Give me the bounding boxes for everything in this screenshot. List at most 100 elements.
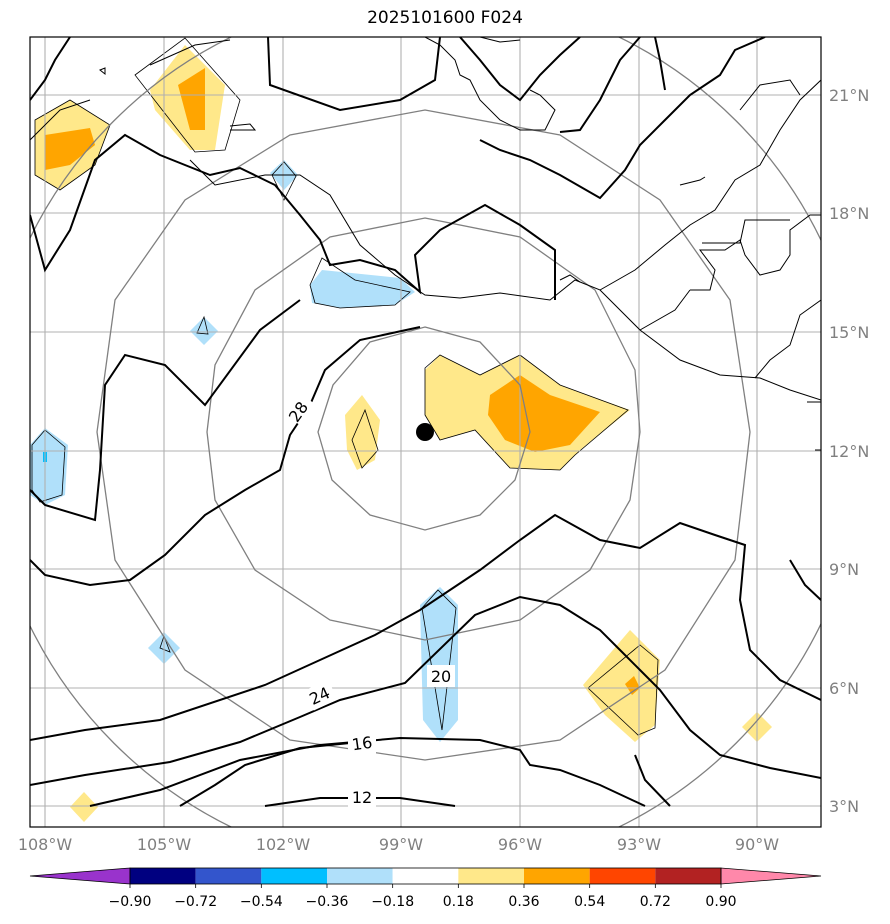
colorbar-tick-label: −0.54 (240, 894, 283, 910)
colorbar-tick-label: −0.36 (306, 894, 349, 910)
coastline (99, 67, 106, 76)
positive-anomaly-region (625, 676, 640, 695)
colorbar-extend-high (720, 867, 822, 885)
colorbar: −0.90 −0.72 −0.54 −0.36 −0.18 0.18 0.36 0.54 0.7… (29, 867, 822, 910)
isoline (559, 37, 641, 133)
contour-labels: 28 24 20 16 12 (283, 392, 455, 808)
colorbar-frame (129, 867, 722, 885)
colorbar-tick-label: 0.54 (574, 894, 605, 910)
plot-frame (29, 36, 822, 828)
longitude-label: 102°W (256, 835, 311, 854)
colorbar-segment (261, 868, 327, 884)
positive-anomaly-region (70, 792, 98, 822)
colorbar-tick-label: 0.18 (443, 894, 474, 910)
range-rings (30, 37, 821, 827)
isoline (30, 595, 821, 786)
colorbar-segment (327, 868, 393, 884)
coastline (189, 79, 821, 301)
colorbar-tick-label: −0.18 (371, 894, 414, 910)
contour-label: 16 (351, 733, 374, 755)
negative-anomaly-region (30, 428, 68, 505)
coastline (229, 123, 257, 131)
colorbar-segment (130, 868, 196, 884)
range-ring (317, 326, 531, 531)
country-border (690, 214, 821, 291)
country-border (679, 176, 706, 186)
isoline (654, 37, 666, 91)
positive-anomaly-region (45, 128, 95, 170)
isoline (789, 559, 821, 601)
coastline (479, 37, 521, 43)
isoline (89, 736, 646, 807)
longitude-label: 105°W (137, 835, 192, 854)
contour-label: 12 (352, 788, 372, 807)
latitude-axis: 3°N 6°N 9°N 12°N 15°N 18°N 21°N (829, 86, 869, 816)
positive-anomaly-region (345, 395, 380, 470)
coastline (739, 79, 801, 111)
coastline (149, 39, 231, 66)
longitude-label: 108°W (18, 835, 73, 854)
anomaly-outlines (31, 37, 659, 736)
colorbar-segment (392, 868, 459, 884)
positive-anomaly-region (583, 630, 660, 742)
colorbar-tick-label: −0.90 (109, 894, 152, 910)
isoline (30, 326, 421, 587)
latitude-label: 21°N (829, 86, 869, 105)
map-title: 2025101600 F024 (367, 8, 523, 28)
anomaly-outline (421, 589, 457, 731)
colorbar-segment (195, 868, 262, 884)
anomaly-outline (134, 37, 241, 153)
latitude-label: 12°N (829, 442, 869, 461)
longitude-axis: 108°W 105°W 102°W 99°W 96°W 93°W 90°W (18, 835, 779, 854)
negative-anomaly-region (420, 587, 458, 742)
graticule (30, 37, 821, 827)
isoline (30, 299, 301, 522)
isoline (30, 133, 556, 300)
anomaly-outline (587, 644, 659, 736)
longitude-label: 96°W (498, 835, 542, 854)
colorbar-tick-label: 0.90 (705, 894, 736, 910)
anomaly-outline (424, 354, 629, 471)
coastlines (30, 37, 821, 451)
colorbar-segment (458, 868, 524, 884)
negative-anomaly-region (310, 270, 415, 308)
coastline (599, 289, 821, 401)
map-plot-area: 28 24 20 16 12 (30, 37, 821, 827)
anomaly-outline (309, 257, 411, 309)
coastline (30, 99, 91, 141)
latitude-label: 15°N (829, 323, 869, 342)
latitude-label: 9°N (829, 560, 859, 579)
colorbar-tick-label: 0.36 (508, 894, 539, 910)
coastline (559, 274, 581, 283)
colorbar-segment (655, 868, 721, 884)
latitude-label: 3°N (829, 797, 859, 816)
negative-anomaly-region (190, 317, 218, 345)
colorbar-segment (589, 868, 656, 884)
anomaly-outline (196, 315, 209, 335)
anomaly-outline (159, 634, 171, 653)
colorbar-segment (524, 868, 590, 884)
anomaly-outline (351, 408, 379, 469)
isoline (459, 37, 581, 102)
contour-label: 20 (431, 667, 451, 686)
isolines (30, 37, 821, 807)
range-ring (206, 217, 641, 641)
country-border (702, 219, 790, 244)
coastline (424, 37, 556, 131)
colorbar-tick-label: 0.72 (640, 894, 671, 910)
storm-center-marker (416, 423, 434, 441)
isoline (479, 37, 766, 200)
anomaly-outline (34, 99, 111, 191)
positive-anomaly-region (488, 375, 600, 452)
isoline (634, 754, 671, 807)
isoline (179, 742, 351, 807)
longitude-label: 93°W (617, 835, 661, 854)
range-ring (96, 109, 751, 761)
country-border (754, 299, 821, 379)
colorbar-tick-label: −0.72 (174, 894, 217, 910)
positive-anomaly-region (178, 68, 205, 130)
isoline (267, 37, 441, 112)
isoline (30, 37, 71, 101)
country-border (639, 289, 691, 331)
